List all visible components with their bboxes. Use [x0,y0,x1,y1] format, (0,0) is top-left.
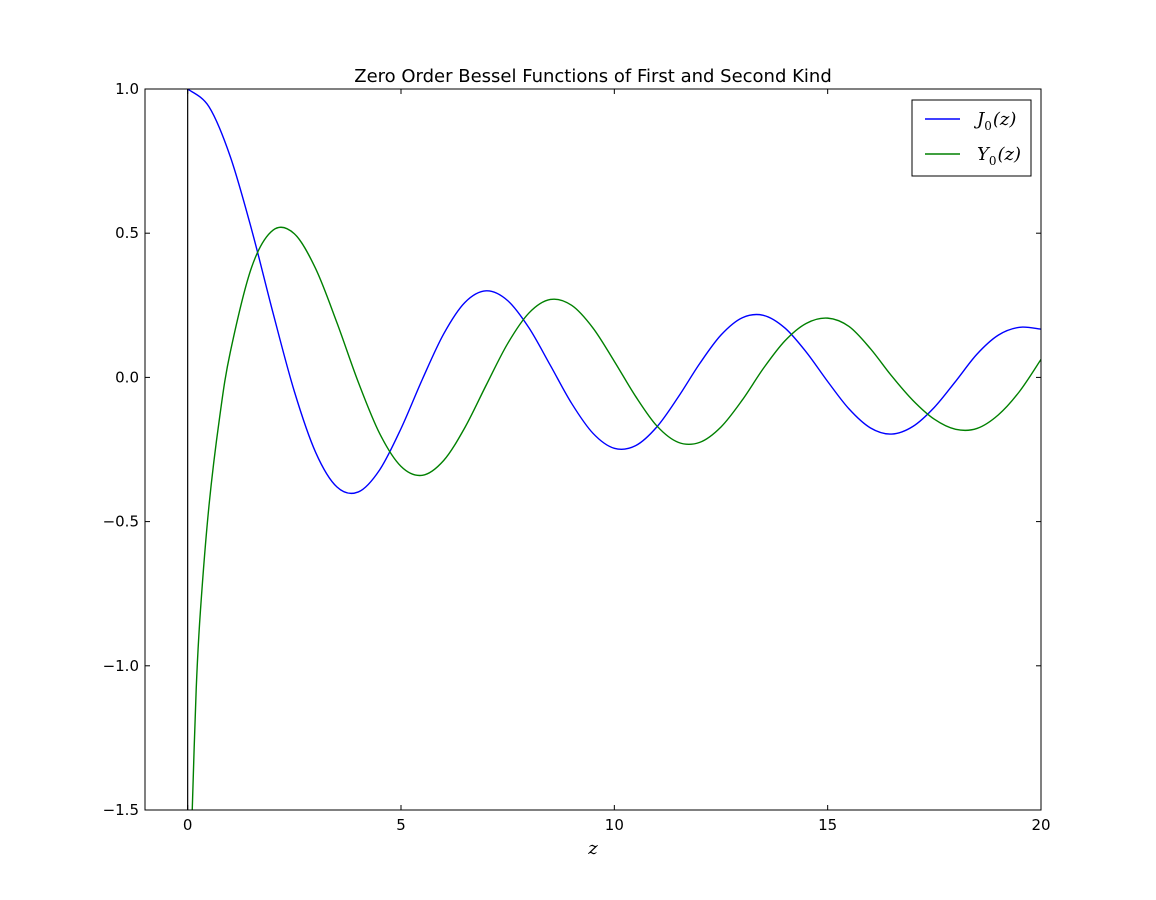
series-layer [187,89,1041,810]
legend-label: Y0(z) [977,144,1021,168]
plot-frame [144,88,1042,811]
x-tick-label: 5 [396,816,406,834]
legend-box [911,99,1032,177]
legend-label: J0(z) [973,109,1016,133]
legend: J0(z) Y0(z) [911,99,1032,177]
x-axis-label: z [587,838,598,859]
y-tick-label: 1.0 [115,80,139,98]
x-tick-label: 10 [605,816,624,834]
y-tick-label: 0.5 [115,224,139,242]
chart-title: Zero Order Bessel Functions of First and… [354,66,832,87]
plot-area [144,88,1042,811]
y-tick-label: 0.0 [115,368,139,386]
x-tick-label: 15 [818,816,837,834]
y-tick-label: −0.5 [103,513,139,531]
y-tick-label: −1.5 [103,801,139,819]
x-tick-label: 0 [183,816,193,834]
y-axis: −1.5 −1.0 −0.5 0.0 0.5 1.0 [103,80,1041,819]
x-axis: 0 5 10 15 20 [183,89,1051,834]
x-tick-label: 20 [1031,816,1050,834]
y-tick-label: −1.0 [103,657,139,675]
plot-background [145,89,1041,810]
series-line-j0 [187,89,1041,495]
series-line-y0 [191,226,1041,810]
